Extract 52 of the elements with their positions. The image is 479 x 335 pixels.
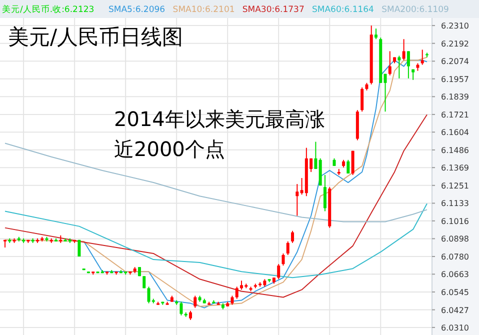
y-tick-label: 6.1016 bbox=[441, 216, 469, 226]
candlestick bbox=[282, 252, 285, 266]
candlestick bbox=[398, 55, 401, 79]
candlestick bbox=[323, 174, 326, 212]
candlestick bbox=[235, 286, 238, 300]
candlestick bbox=[420, 49, 424, 66]
candlestick bbox=[194, 295, 197, 308]
candlestick bbox=[291, 230, 294, 244]
chart-title: 美元/人民币日线图 bbox=[8, 25, 184, 49]
y-tick-label: 6.1721 bbox=[441, 110, 469, 120]
text: SMA5:6.2096 bbox=[108, 5, 166, 15]
y-tick-label: 6.2074 bbox=[441, 57, 469, 66]
y-tick-label: 6.1251 bbox=[441, 181, 469, 190]
candlestick bbox=[346, 159, 350, 174]
candlestick bbox=[314, 141, 318, 170]
candlestick bbox=[277, 264, 280, 280]
candlestick bbox=[296, 184, 299, 216]
text: SMA10:6.2101 bbox=[172, 5, 235, 15]
candlestick bbox=[351, 150, 354, 176]
y-tick-label: 6.0898 bbox=[441, 234, 469, 244]
y-tick-label: 6.0427 bbox=[441, 306, 469, 315]
y-tick-label: 6.0310 bbox=[441, 323, 469, 332]
text: SMA200:6.1109 bbox=[382, 5, 449, 15]
candlestick bbox=[388, 50, 392, 76]
y-tick-label: 6.0545 bbox=[441, 288, 469, 297]
y-tick-label: 6.0780 bbox=[441, 252, 469, 262]
candlestick bbox=[360, 86, 364, 112]
candlestick bbox=[230, 295, 234, 306]
line-series bbox=[4, 203, 428, 278]
annotation: 2014年以来美元最高涨近2000个点 bbox=[114, 106, 326, 163]
y-tick-label: 6.2310 bbox=[441, 22, 469, 31]
y-tick-label: 6.1604 bbox=[441, 128, 469, 138]
candlestick bbox=[180, 301, 183, 316]
candlestick bbox=[240, 280, 244, 290]
candlestick bbox=[384, 73, 387, 112]
candlestick bbox=[406, 50, 410, 79]
candlestick bbox=[188, 310, 192, 320]
line-series bbox=[4, 56, 428, 307]
text: 美元/人民币.收:6.2123 bbox=[2, 4, 94, 15]
text: SMA60:6.1164 bbox=[312, 5, 374, 15]
y-tick-label: 6.1839 bbox=[441, 92, 469, 102]
y-tick-label: 6.1486 bbox=[441, 146, 469, 155]
candlestick bbox=[402, 38, 406, 61]
y-tick-label: 6.1369 bbox=[441, 164, 469, 173]
y-tick-label: 6.2192 bbox=[441, 39, 469, 48]
y-tick-label: 6.1133 bbox=[441, 199, 469, 208]
y-tick-label: 6.0663 bbox=[441, 270, 469, 280]
candlestick bbox=[286, 240, 290, 256]
text: SMA30:6.1737 bbox=[242, 5, 304, 15]
y-tick-label: 6.1957 bbox=[441, 74, 469, 84]
candlestick bbox=[374, 28, 378, 40]
candlestick bbox=[142, 276, 146, 289]
